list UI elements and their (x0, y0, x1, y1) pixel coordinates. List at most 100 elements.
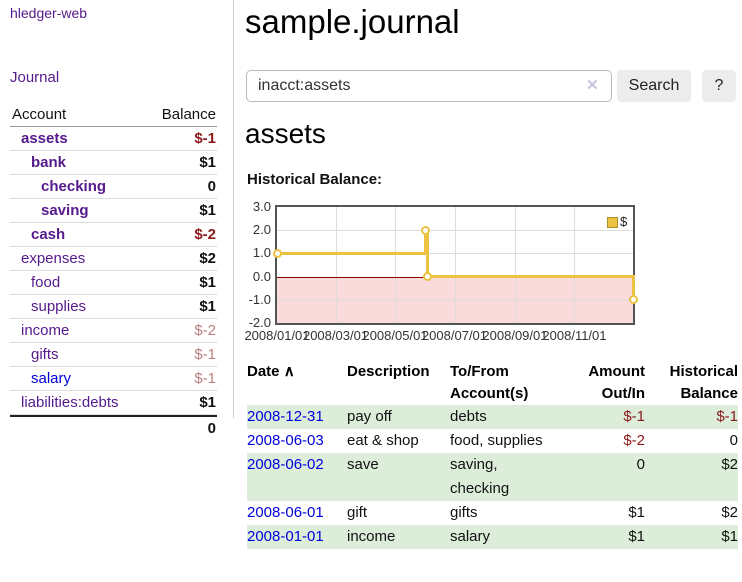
account-balance: $1 (199, 202, 216, 219)
historical-balance-chart: $3.0 2.0 1.0 0.0 -1.0 -2.0 2008/01/01 2008/03/0… (243, 199, 683, 353)
column-header-description: Description (347, 363, 430, 380)
transaction-amount-cell: $-1 (623, 408, 645, 425)
transaction-balance-cell: $2 (721, 456, 738, 473)
balance-line-segment (427, 275, 633, 279)
x-axis-tick-label: 2008/09/01 (482, 328, 548, 343)
account-row: checking 0 (10, 175, 217, 199)
column-header-amount: Amount Out/In (588, 363, 645, 402)
account-link[interactable]: salary (31, 370, 72, 387)
account-row: saving $1 (10, 199, 217, 223)
account-balance: $-2 (194, 322, 216, 339)
accounts-header-balance: Balance (161, 106, 216, 123)
transaction-balance-cell: 0 (729, 432, 738, 449)
data-point-marker (628, 295, 638, 305)
account-row: liabilities:debts $1 (10, 391, 217, 415)
account-row: gifts $-1 (10, 343, 217, 367)
column-header-date[interactable]: Date ∧ (247, 361, 347, 405)
account-link[interactable]: bank (31, 154, 67, 171)
register-row: 2008-01-01 income salary $1 $1 (247, 525, 738, 549)
account-row: salary $-1 (10, 367, 217, 391)
account-row: bank $1 (10, 151, 217, 175)
register-header-row: Date ∧ Description To/From Account(s) Am… (247, 361, 738, 405)
transaction-amount-cell: $1 (628, 528, 645, 545)
search-button[interactable]: Search (617, 70, 691, 102)
x-axis-tick-label: 2008/11/01 (542, 328, 607, 343)
search-input[interactable] (246, 70, 612, 102)
transaction-amount-cell: $-2 (623, 432, 645, 449)
account-link[interactable]: cash (31, 226, 66, 243)
transaction-date-link[interactable]: 2008-01-01 (247, 528, 324, 545)
x-gridline (455, 207, 456, 323)
account-link[interactable]: saving (41, 202, 89, 219)
account-section-title: assets (245, 118, 326, 149)
sort-ascending-icon: ∧ (283, 363, 295, 380)
y-axis-tick-label: -2.0 (248, 315, 271, 330)
legend-label: $ (620, 214, 628, 229)
account-balance: $-1 (194, 370, 216, 387)
register-row: 2008-06-01 gift gifts $1 $2 (247, 501, 738, 525)
account-row: income $-2 (10, 319, 217, 343)
transaction-balance-cell: $2 (721, 504, 738, 521)
transaction-date-link[interactable]: 2008-06-02 (247, 456, 324, 473)
account-link[interactable]: assets (21, 130, 68, 147)
accounts-total-value: 0 (207, 420, 216, 437)
account-link[interactable]: supplies (31, 298, 87, 315)
transaction-date-cell: 2008-06-02 (247, 453, 347, 501)
register-table: Date ∧ Description To/From Account(s) Am… (247, 361, 738, 549)
transaction-date-link[interactable]: 2008-06-03 (247, 432, 324, 449)
page-title: sample.journal (245, 3, 460, 40)
accounts-table: Account Balance assets $-1 bank $1 checking 0… (10, 104, 217, 440)
help-button[interactable]: ? (702, 70, 736, 102)
account-row: supplies $1 (10, 295, 217, 319)
transaction-balance-cell: $-1 (716, 408, 738, 425)
transaction-date-cell: 2008-01-01 (247, 525, 347, 549)
transaction-accounts-cell: salary (450, 528, 491, 545)
accounts-header-account: Account (12, 106, 67, 123)
balance-line-segment (423, 228, 427, 255)
accounts-rows: assets $-1 bank $1 checking 0 saving $1 cash $-2 e… (10, 127, 217, 415)
account-link[interactable]: food (31, 274, 61, 291)
x-axis-tick-label: 2008/03/01 (302, 328, 369, 343)
transaction-accounts-cell: food, supplies (450, 432, 543, 449)
y-axis-tick-label: 1.0 (252, 245, 271, 261)
account-link[interactable]: expenses (21, 250, 86, 267)
clear-search-icon[interactable]: ✕ (586, 77, 599, 94)
data-point-marker (272, 248, 282, 258)
app-title-link[interactable]: hledger-web (10, 5, 88, 21)
account-link[interactable]: checking (41, 178, 107, 195)
balance-line-segment (631, 275, 635, 302)
account-link[interactable]: gifts (31, 346, 59, 363)
account-balance: $2 (199, 250, 216, 267)
account-row: food $1 (10, 271, 217, 295)
y-axis-tick-label: 0.0 (252, 268, 271, 284)
account-row: cash $-2 (10, 223, 217, 247)
transaction-description-cell: gift (347, 504, 368, 521)
transaction-date-link[interactable]: 2008-06-01 (247, 504, 324, 521)
transaction-date-link[interactable]: 2008-12-31 (247, 408, 324, 425)
data-point-marker (420, 225, 430, 235)
transaction-amount-cell: 0 (636, 456, 645, 473)
chart-title: Historical Balance: (247, 171, 383, 188)
account-link[interactable]: liabilities:debts (21, 394, 119, 411)
transaction-date-cell: 2008-06-03 (247, 429, 347, 453)
y-axis-tick-label: 2.0 (252, 222, 271, 238)
transaction-accounts-cell: gifts (450, 504, 478, 521)
x-gridline (515, 207, 516, 323)
accounts-table-header: Account Balance (10, 104, 217, 127)
account-link[interactable]: income (21, 322, 70, 339)
sidebar-item-journal[interactable]: Journal (10, 69, 60, 86)
date-header-label: Date (247, 363, 280, 380)
account-balance: $-1 (194, 130, 216, 147)
transaction-accounts-cell: saving, checking (450, 456, 510, 497)
balance-line-segment (425, 228, 429, 279)
chart-plot-area: $3.0 2.0 1.0 0.0 -1.0 -2.0 2008/01/01 2008/03/0… (244, 199, 638, 343)
account-balance: 0 (207, 178, 216, 195)
account-row: expenses $2 (10, 247, 217, 271)
account-balance: $1 (199, 154, 216, 171)
account-balance: $1 (199, 274, 216, 291)
transaction-accounts-cell: debts (450, 408, 487, 425)
x-gridline (336, 207, 337, 323)
transaction-date-cell: 2008-06-01 (247, 501, 347, 525)
legend-swatch (607, 217, 618, 228)
